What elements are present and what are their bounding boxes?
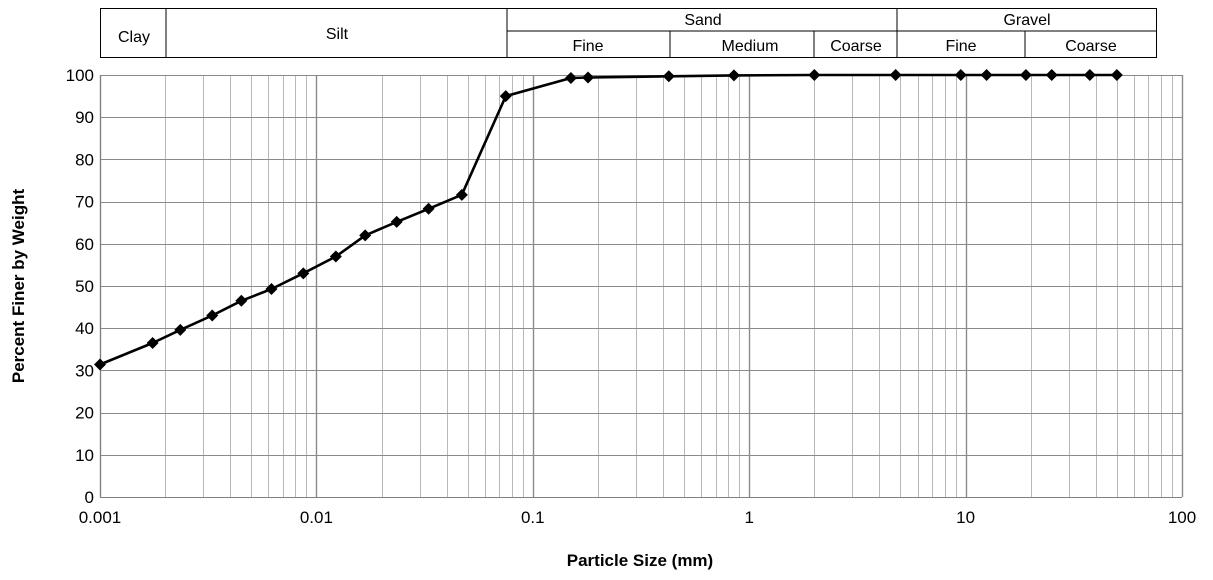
- x-tick-label: 0.001: [79, 508, 122, 527]
- data-point-marker: [564, 71, 577, 84]
- data-point-marker: [1083, 69, 1096, 81]
- y-tick-label: 50: [75, 277, 94, 296]
- data-point-marker: [146, 336, 159, 349]
- x-tick-label: 0.1: [521, 508, 545, 527]
- data-point-marker: [94, 358, 106, 371]
- y-tick-label: 90: [75, 108, 94, 127]
- data-point-marker: [808, 69, 821, 81]
- y-tick-label: 80: [75, 150, 94, 169]
- band-label-sand: Sand: [684, 12, 721, 29]
- band-label-sand-medium: Medium: [722, 38, 779, 55]
- x-tick-label: 0.01: [300, 508, 333, 527]
- data-point-marker: [329, 250, 342, 263]
- x-tick-label: 1: [744, 508, 753, 527]
- band-label-gravel-coarse: Coarse: [1065, 38, 1117, 55]
- band-label-silt: Silt: [326, 26, 349, 43]
- band-label-sand-coarse: Coarse: [830, 38, 882, 55]
- x-tick-labels: 0.001 0.01 0.1 1 10 100: [79, 508, 1196, 527]
- band-label-clay: Clay: [118, 29, 150, 46]
- x-tick-label: 10: [956, 508, 975, 527]
- y-tick-label: 0: [85, 488, 94, 507]
- classification-table: [100, 8, 1157, 58]
- y-tick-label: 60: [75, 235, 94, 254]
- data-point-marker: [455, 188, 468, 201]
- y-tick-label: 30: [75, 361, 94, 380]
- data-series: [94, 69, 1123, 371]
- data-point-marker: [499, 90, 512, 103]
- data-point-marker: [1110, 69, 1123, 81]
- y-axis-title: Percent Finer by Weight: [9, 189, 28, 384]
- data-point-marker: [662, 70, 675, 83]
- x-axis-title: Particle Size (mm): [567, 551, 713, 570]
- data-point-marker: [206, 309, 219, 322]
- y-tick-labels: 0 10 20 30 40 50 60 70 80 90 100: [66, 66, 94, 507]
- data-point-marker: [297, 267, 310, 280]
- data-point-marker: [1019, 69, 1032, 81]
- axes: [100, 75, 1182, 498]
- y-tick-label: 10: [75, 446, 94, 465]
- classification-table-border: [100, 8, 1157, 58]
- series-line: [99, 73, 1117, 366]
- data-point-marker: [980, 69, 993, 81]
- band-label-gravel-fine: Fine: [945, 38, 976, 55]
- y-tick-label: 20: [75, 404, 94, 423]
- data-point-marker: [359, 229, 372, 242]
- band-label-sand-fine: Fine: [572, 38, 603, 55]
- data-point-marker: [889, 69, 902, 81]
- y-tick-label: 70: [75, 193, 94, 212]
- data-point-marker: [1045, 69, 1058, 81]
- data-point-marker: [174, 323, 187, 336]
- y-tick-label: 100: [66, 66, 94, 85]
- band-label-gravel: Gravel: [1003, 12, 1050, 29]
- data-point-marker: [235, 294, 248, 307]
- data-point-marker: [265, 282, 278, 295]
- data-point-marker: [422, 202, 435, 215]
- x-tick-label: 100: [1168, 508, 1196, 527]
- data-point-marker: [390, 215, 403, 228]
- data-point-marker: [954, 69, 967, 81]
- grid: [99, 75, 1184, 498]
- y-tick-label: 40: [75, 319, 94, 338]
- data-point-marker: [727, 69, 740, 82]
- data-point-marker: [582, 71, 595, 84]
